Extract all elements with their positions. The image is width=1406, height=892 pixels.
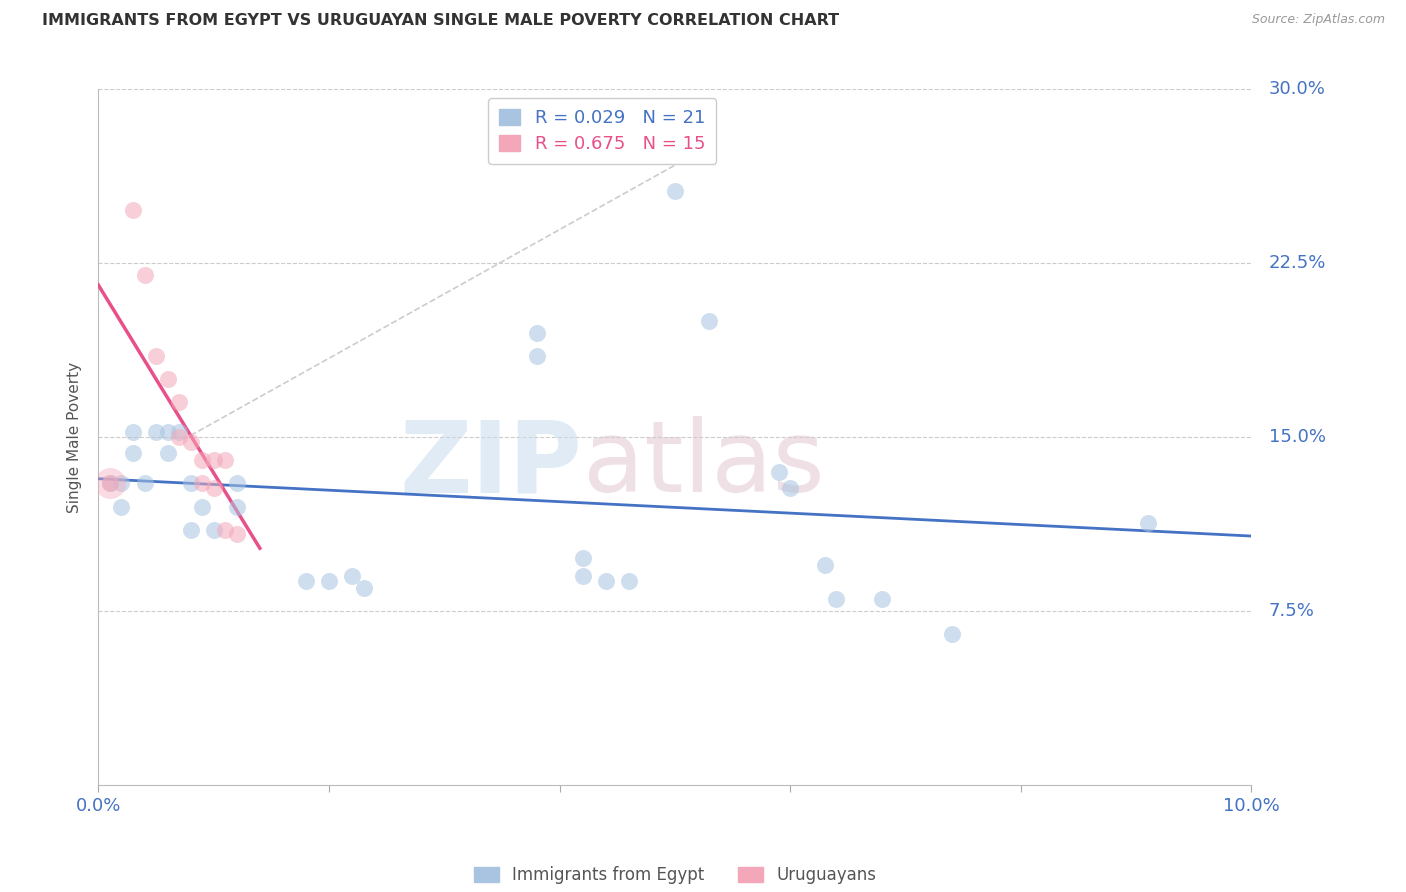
Point [664,184,686,198]
Point [617,574,640,588]
Point [191,453,214,467]
Point [202,523,225,537]
Point [814,558,837,572]
Point [526,326,548,340]
Point [110,500,132,514]
Point [340,569,363,583]
Point [167,425,190,440]
Point [98,476,121,491]
Point [571,569,593,583]
Text: 22.5%: 22.5% [1268,254,1326,272]
Point [225,527,247,541]
Legend: Immigrants from Egypt, Uruguayans: Immigrants from Egypt, Uruguayans [467,859,883,891]
Text: 15.0%: 15.0% [1268,428,1326,446]
Point [191,500,214,514]
Point [214,453,236,467]
Point [214,523,236,537]
Point [1136,516,1159,530]
Point [98,476,121,491]
Point [156,446,179,460]
Point [202,481,225,495]
Point [571,550,593,565]
Point [225,476,247,491]
Point [825,592,848,607]
Point [180,523,202,537]
Point [779,481,801,495]
Point [134,476,156,491]
Point [295,574,318,588]
Text: 7.5%: 7.5% [1268,602,1315,620]
Point [941,627,963,641]
Point [167,395,190,409]
Point [699,314,721,328]
Point [595,574,617,588]
Point [318,574,340,588]
Point [110,476,132,491]
Point [180,434,202,449]
Point [145,425,167,440]
Point [768,465,790,479]
Point [191,476,214,491]
Point [122,425,145,440]
Text: atlas: atlas [582,417,824,514]
Point [122,446,145,460]
Text: 30.0%: 30.0% [1268,80,1326,98]
Point [526,349,548,363]
Point [872,592,894,607]
Text: IMMIGRANTS FROM EGYPT VS URUGUAYAN SINGLE MALE POVERTY CORRELATION CHART: IMMIGRANTS FROM EGYPT VS URUGUAYAN SINGL… [42,13,839,29]
Point [202,453,225,467]
Point [167,430,190,444]
Text: ZIP: ZIP [399,417,582,514]
Text: Source: ZipAtlas.com: Source: ZipAtlas.com [1251,13,1385,27]
Point [156,425,179,440]
Y-axis label: Single Male Poverty: Single Male Poverty [67,361,83,513]
Point [156,372,179,386]
Point [145,349,167,363]
Point [134,268,156,282]
Point [122,202,145,217]
Point [98,476,121,491]
Point [225,500,247,514]
Point [180,476,202,491]
Point [353,581,375,595]
